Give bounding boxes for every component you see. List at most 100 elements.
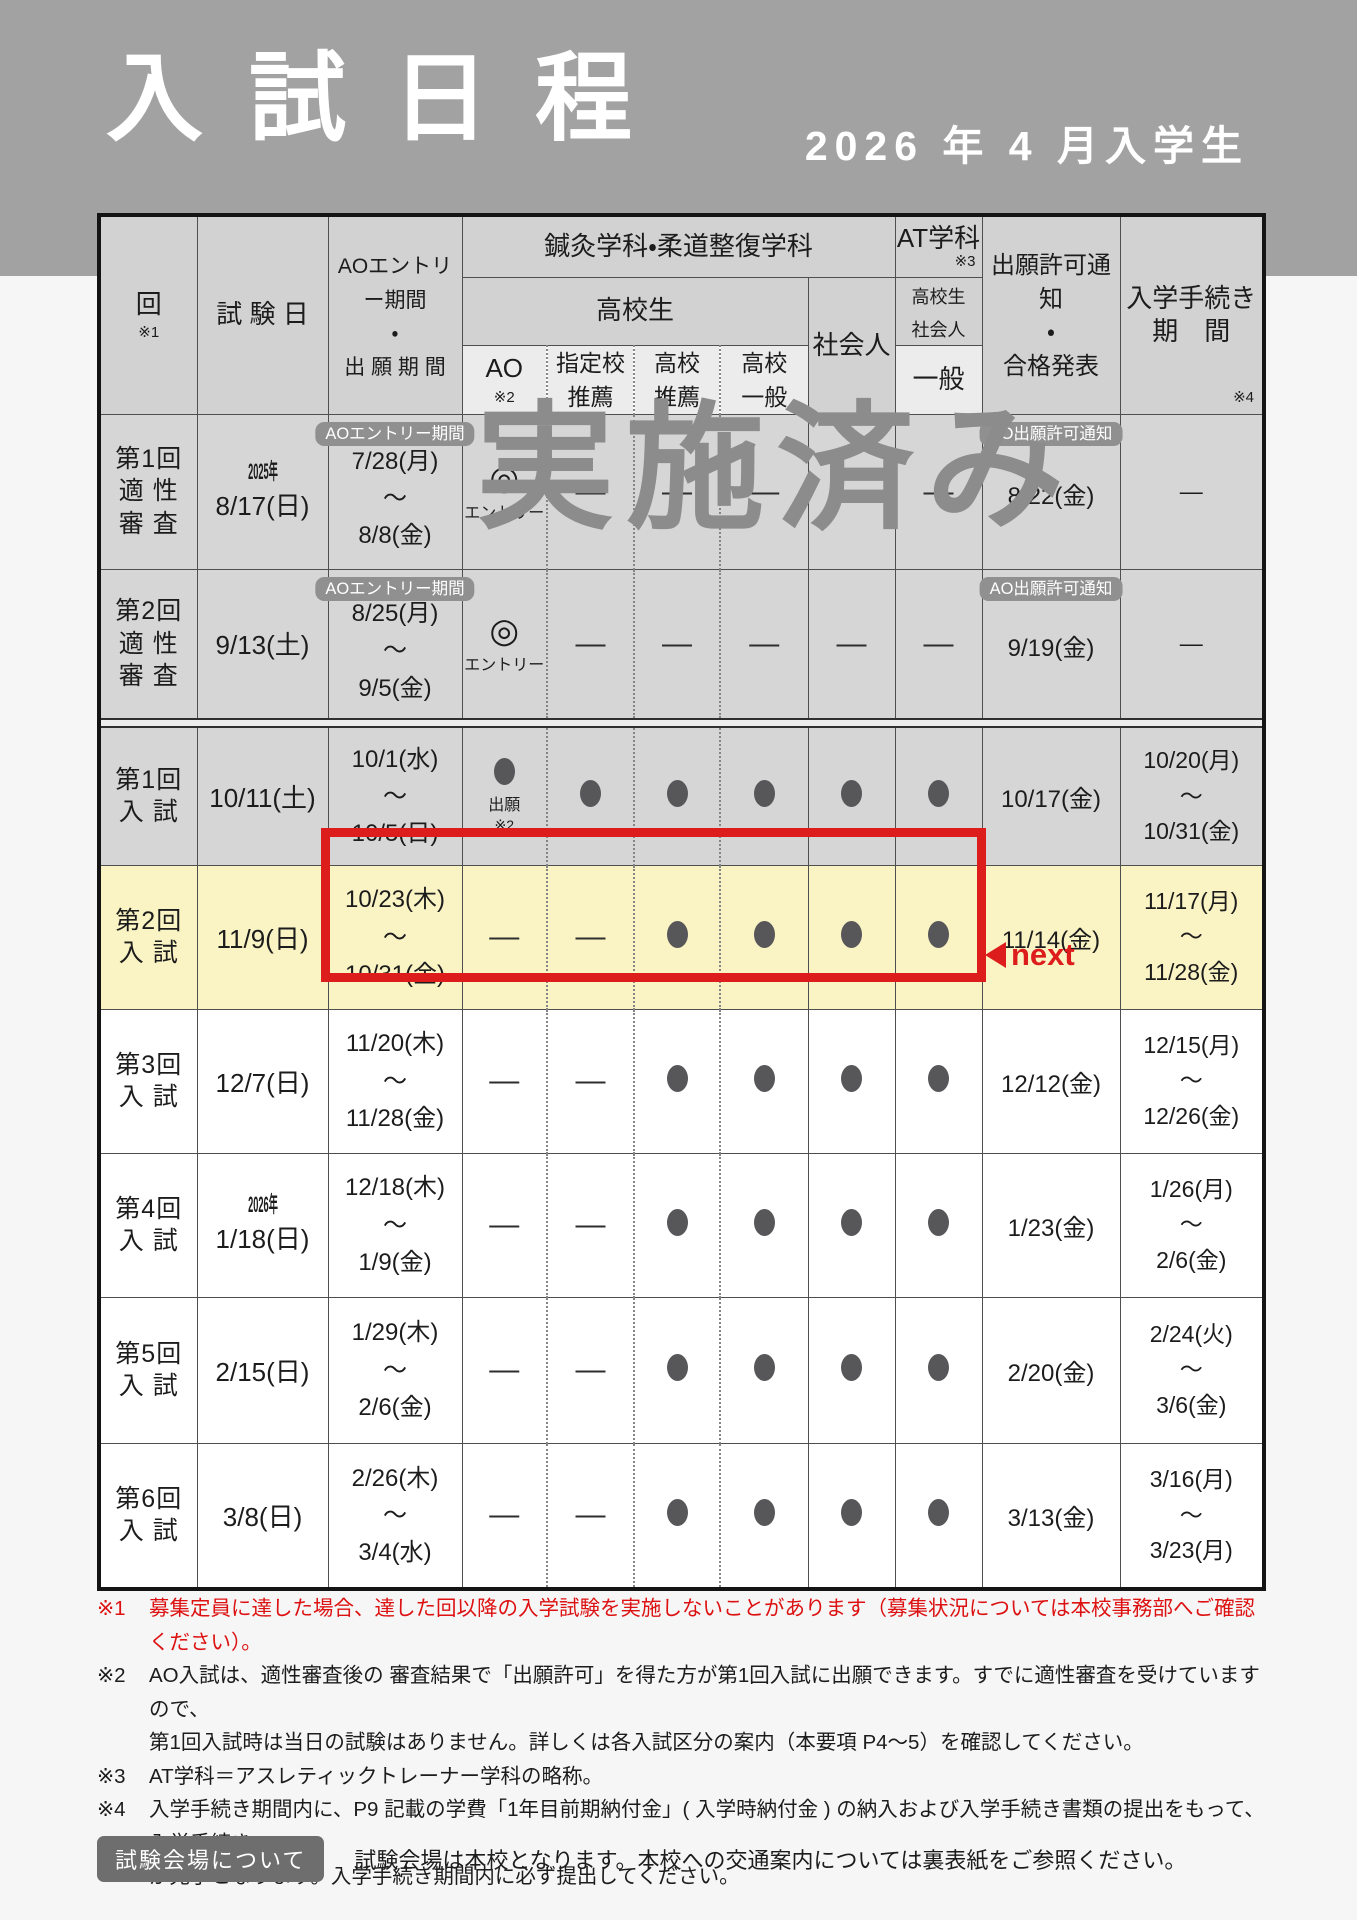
period-label: AOエントリー期間 ・ 出 願 期 間 xyxy=(337,254,453,380)
round-label: 回 xyxy=(135,288,162,319)
dash-mark: — xyxy=(575,474,606,508)
procedure-cell: 1/26(月) 〜 2/6(金) xyxy=(1119,1152,1265,1298)
dot-mark xyxy=(928,780,949,808)
dot-mark-cell xyxy=(807,1296,896,1444)
exam-date-cell: 2025年 8/17(日) xyxy=(196,413,329,570)
exam-date-text: 11/9(日) xyxy=(216,923,309,954)
at-ippan-label: 一般 xyxy=(912,363,965,394)
col-header-exam-date: 試 験 日 xyxy=(196,214,329,415)
ao-note: ※2 xyxy=(493,389,515,407)
dot-mark-cell xyxy=(807,864,896,1010)
dash-mark-cell: — xyxy=(461,1296,548,1444)
col-header-notice: 出願許可通知 ・ 合格発表 xyxy=(981,214,1121,415)
period-badge: AOエントリー期間 xyxy=(315,576,475,602)
dash-mark: — xyxy=(575,1208,606,1242)
exam-date-label: 試 験 日 xyxy=(216,299,309,330)
dash-mark-cell: — xyxy=(894,568,983,720)
period-text: 10/23(木) 〜 10/31(金) xyxy=(344,886,446,988)
dot-mark-cell xyxy=(894,864,983,1010)
procedure-cell: 11/17(月) 〜 11/28(金) xyxy=(1119,864,1265,1010)
exam-date-cell: 9/13(土) xyxy=(196,568,329,720)
at-sub-label: 高校生 社会人 xyxy=(911,286,966,341)
year-label: 2025年 xyxy=(247,458,278,484)
dash-mark-cell: — xyxy=(633,413,721,570)
schedule-table-wrap: 回 ※1 試 験 日 AOエントリー期間 ・ 出 願 期 間 鍼灸学科・柔道整復学… xyxy=(97,213,1266,1592)
exam-date-text: 12/7(日) xyxy=(215,1067,310,1098)
round-note: ※1 xyxy=(138,324,160,342)
dot-mark xyxy=(753,780,775,808)
dash-mark-cell: — xyxy=(807,568,896,720)
ao-label: AO xyxy=(485,353,524,384)
application-period-cell: AOエントリー期間 8/25(月) 〜 9/5(金) xyxy=(315,568,475,720)
col-header-procedure: 入学手続き 期 間 ※4 xyxy=(1119,214,1265,415)
footnote-3: ※3 AT学科＝アスレティックトレーナー学科の略称。 xyxy=(97,1760,1269,1794)
dash-mark: — xyxy=(662,474,692,508)
period-text: 2/26(木) 〜 3/4(水) xyxy=(351,1464,439,1567)
col-header-at-sub: 高校生 社会人 xyxy=(894,276,983,347)
notice-cell: 12/12(金) xyxy=(981,1008,1121,1154)
notice-text: 2/20(金) xyxy=(1007,1359,1095,1387)
notice-text: 1/23(金) xyxy=(1007,1214,1095,1242)
exam-date-cell: 10/11(土) xyxy=(196,726,329,866)
dot-mark-cell xyxy=(807,1152,896,1298)
notice-cell: AO出願許可通知 8/22(金) xyxy=(979,413,1123,570)
notice-cell: 11/14(金) xyxy=(981,864,1121,1010)
dot-mark xyxy=(841,1209,862,1237)
at-group-label: AT学科 xyxy=(896,223,981,254)
dept-group-label: 鍼灸学科・柔道整復学科 xyxy=(544,230,813,261)
period-text: 7/28(月) 〜 8/8(金) xyxy=(351,447,439,550)
procedure-text: — xyxy=(1179,477,1203,504)
footnote-text: AT学科＝アスレティックトレーナー学科の略称。 xyxy=(149,1764,603,1788)
highschool-group-label: 高校生 xyxy=(595,295,674,326)
col-header-ao: AO ※2 xyxy=(461,345,548,415)
dash-mark: — xyxy=(489,1208,520,1242)
col-header-round: 回 ※1 xyxy=(98,214,198,415)
dash-mark: — xyxy=(836,474,867,508)
dash-mark: — xyxy=(836,626,867,660)
footnote-text: 募集定員に達した場合、達した回以降の入学試験を実施しないことがあります（募集状況… xyxy=(149,1597,1255,1654)
dash-mark: — xyxy=(489,920,520,954)
dot-mark-cell xyxy=(719,1296,809,1444)
dash-mark-cell: — xyxy=(546,568,635,720)
dot-mark-cell xyxy=(633,864,721,1010)
col-header-shakaijin: 社会人 xyxy=(807,276,896,415)
notice-text: 10/17(金) xyxy=(1000,785,1102,813)
notice-text: 9/19(金) xyxy=(1007,635,1095,663)
dash-mark-cell: — xyxy=(461,1008,548,1154)
left-triangle-icon xyxy=(985,942,1006,968)
year-label: 2026年 xyxy=(247,1192,278,1218)
round-cell: 第5回 入 試 xyxy=(98,1296,198,1444)
dot-mark-cell xyxy=(807,1008,896,1154)
round-text: 第5回 入 試 xyxy=(115,1339,183,1401)
next-flag-label: next xyxy=(1011,937,1075,972)
footnote-2: ※2 AO入試は、適性審査後の 審査結果で「出願許可」を得た方が第1回入試に出願… xyxy=(97,1659,1269,1760)
procedure-cell: 3/16(月) 〜 3/23(月) xyxy=(1119,1442,1265,1590)
exam-date-cell: 11/9(日) xyxy=(196,864,329,1010)
exam-date-cell: 12/7(日) xyxy=(196,1008,329,1154)
col-group-departments: 鍼灸学科・柔道整復学科 xyxy=(461,214,896,278)
entry-mark-label: エントリー xyxy=(464,657,545,675)
round-cell: 第2回 適 性 審 査 xyxy=(98,568,198,720)
dot-mark xyxy=(753,1354,775,1382)
entry-mark-cell: ◎ エントリー xyxy=(461,413,548,570)
dot-mark-cell xyxy=(894,1296,983,1444)
exam-date-text: 1/18(日) xyxy=(215,1224,310,1255)
footnote-text: AO入試は、適性審査後の 審査結果で「出願許可」を得た方が第1回入試に出願できま… xyxy=(149,1664,1260,1754)
application-period-cell: 10/1(水) 〜 10/5(日) xyxy=(327,726,463,866)
apply-mark-cell: 出願 ※2 xyxy=(461,726,548,866)
dot-mark xyxy=(928,1354,949,1382)
table-row: 第1回 入 試 10/11(土) 10/1(水) 〜 10/5(日) 出願 ※2 10/1… xyxy=(98,726,1265,866)
dot-mark-cell xyxy=(807,1442,896,1590)
col-header-at-ippan: 一般 xyxy=(894,345,983,415)
footnotes: ※1 募集定員に達した場合、達した回以降の入学試験を実施しないことがあります（募… xyxy=(97,1592,1269,1894)
procedure-cell: 12/15(月) 〜 12/26(金) xyxy=(1119,1008,1265,1154)
entry-mark: ◎ xyxy=(489,459,520,498)
schedule-body: 第1回 適 性 審 査 2025年 8/17(日) AOエントリー期間 7/28(月) … xyxy=(98,413,1265,1590)
round-cell: 第4回 入 試 xyxy=(98,1152,198,1298)
procedure-label: 入学手続き 期 間 xyxy=(1126,282,1257,347)
notice-cell: 1/23(金) xyxy=(981,1152,1121,1298)
dash-mark: — xyxy=(749,474,780,508)
exam-date-cell: 2026年 1/18(日) xyxy=(196,1152,329,1298)
period-badge: AOエントリー期間 xyxy=(315,421,475,447)
dash-mark-cell: — xyxy=(894,413,983,570)
